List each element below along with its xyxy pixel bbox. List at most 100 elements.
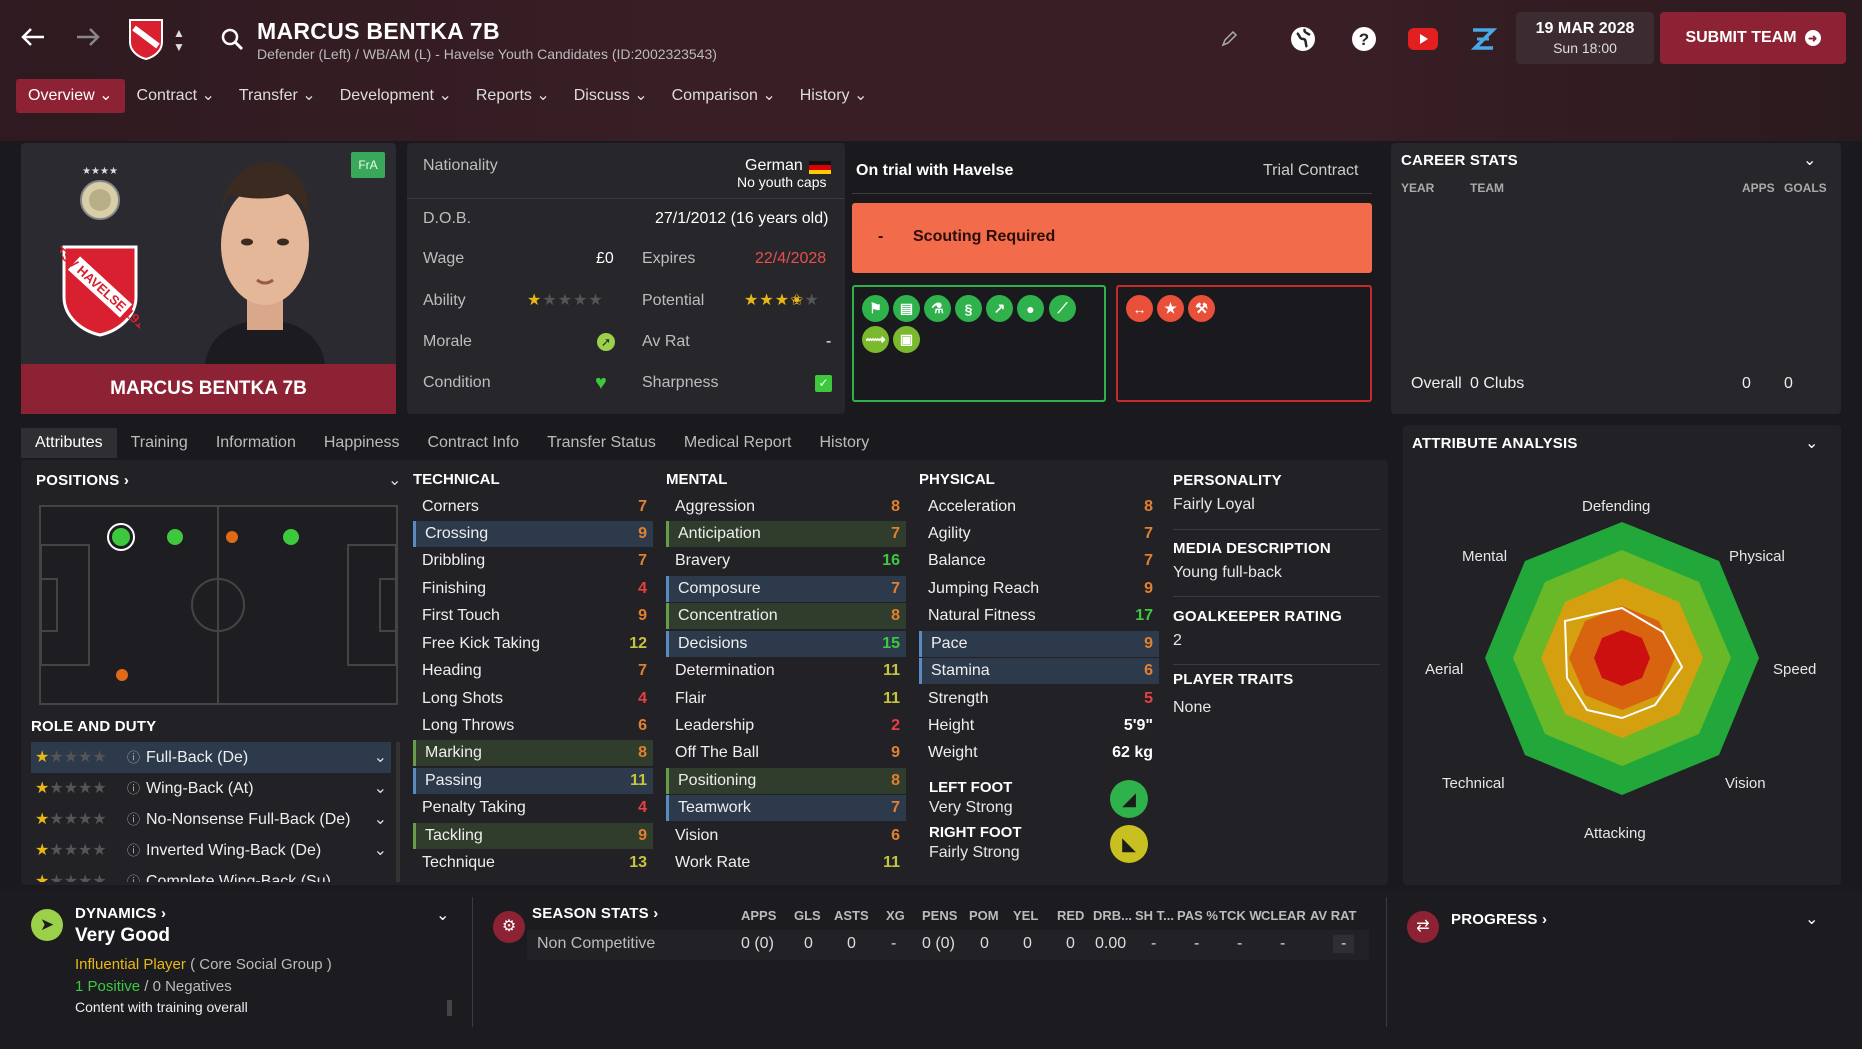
role-row[interactable]: ★★★★★ ⓘ No-Nonsense Full-Back (De) ⌄: [35, 811, 387, 828]
menu-reports[interactable]: Reports ⌄: [475, 87, 550, 104]
chevron-down-icon[interactable]: ⌄: [436, 907, 450, 924]
attr-row[interactable]: Flair 11: [675, 690, 900, 707]
attr-row[interactable]: Free Kick Taking 12: [422, 635, 647, 652]
role-row[interactable]: ★★★★★ ⓘ Inverted Wing-Back (De) ⌄: [35, 842, 387, 859]
attr-row[interactable]: Work Rate 11: [675, 854, 900, 871]
stat-header[interactable]: DRB...: [1093, 908, 1132, 923]
youtube-icon[interactable]: [1407, 26, 1439, 52]
attr-row[interactable]: Off The Ball 9: [675, 744, 900, 761]
attr-row[interactable]: Aggression 8: [675, 498, 900, 515]
growth-icon[interactable]: ↗: [986, 295, 1013, 322]
attr-row[interactable]: Finishing 4: [422, 580, 647, 597]
attr-row[interactable]: Marking 8: [413, 740, 653, 766]
attr-row[interactable]: Penalty Taking 4: [422, 799, 647, 816]
flask-icon[interactable]: ⚗: [924, 295, 951, 322]
stat-header[interactable]: APPS: [741, 908, 777, 923]
career-col-year[interactable]: YEAR: [1401, 181, 1435, 195]
stat-header[interactable]: PAS %: [1177, 908, 1218, 923]
stat-header[interactable]: XG: [886, 908, 905, 923]
tab-happiness[interactable]: Happiness: [323, 434, 400, 451]
tab-history[interactable]: History: [819, 434, 870, 451]
money-icon[interactable]: ▣: [893, 326, 920, 353]
menu-development[interactable]: Development ⌄: [339, 87, 452, 104]
attr-row[interactable]: First Touch 9: [422, 607, 647, 624]
progress-title[interactable]: PROGRESS ›: [1451, 911, 1548, 928]
attr-row[interactable]: Crossing 9: [413, 521, 653, 547]
scouting-required-banner[interactable]: - Scouting Required: [852, 203, 1372, 273]
tab-medical-report[interactable]: Medical Report: [683, 434, 792, 451]
stat-header[interactable]: GLS: [794, 908, 821, 923]
menu-discuss[interactable]: Discuss ⌄: [573, 87, 648, 104]
season-title[interactable]: SEASON STATS ›: [532, 905, 659, 922]
attr-row[interactable]: Decisions 15: [666, 631, 906, 657]
stat-header[interactable]: YEL: [1013, 908, 1039, 923]
pencil-icon[interactable]: [1218, 28, 1240, 50]
attr-row[interactable]: Agility 7: [928, 525, 1153, 542]
attr-row[interactable]: Positioning 8: [666, 768, 906, 794]
dna-icon[interactable]: §: [955, 295, 982, 322]
menu-history[interactable]: History ⌄: [799, 87, 868, 104]
chevron-down-icon[interactable]: ⌄: [388, 472, 402, 489]
attr-row[interactable]: Natural Fitness 17: [928, 607, 1153, 624]
attr-row[interactable]: Jumping Reach 9: [928, 580, 1153, 597]
attr-row[interactable]: Bravery 16: [675, 552, 900, 569]
back-arrow-icon[interactable]: [15, 22, 51, 58]
trait-icon[interactable]: ⟿: [862, 326, 889, 353]
tab-attributes[interactable]: Attributes: [21, 428, 117, 458]
attr-row[interactable]: Passing 11: [413, 768, 653, 794]
menu-contract[interactable]: Contract ⌄: [136, 87, 215, 104]
career-col-team[interactable]: TEAM: [1470, 181, 1504, 195]
attr-row[interactable]: Technique 13: [422, 854, 647, 871]
dynamics-scrollbar[interactable]: [447, 1000, 452, 1016]
attr-row[interactable]: Concentration 8: [666, 603, 906, 629]
stat-header[interactable]: PENS: [922, 908, 958, 923]
attr-row[interactable]: Teamwork 7: [666, 795, 906, 821]
attr-row[interactable]: Balance 7: [928, 552, 1153, 569]
attr-row[interactable]: Pace 9: [919, 631, 1159, 657]
menu-comparison[interactable]: Comparison ⌄: [671, 87, 776, 104]
trait-icon[interactable]: ⚑: [862, 295, 889, 322]
attr-row[interactable]: Corners 7: [422, 498, 647, 515]
tab-training[interactable]: Training: [130, 434, 188, 451]
attr-row[interactable]: Vision 6: [675, 827, 900, 844]
z-logo-icon[interactable]: [1468, 24, 1498, 54]
career-col-goals[interactable]: GOALS: [1784, 181, 1827, 195]
nationality-value[interactable]: German: [745, 157, 803, 174]
role-row[interactable]: ★★★★★ ⓘ Wing-Back (At) ⌄: [35, 780, 387, 797]
tool-icon[interactable]: ⚒: [1188, 295, 1215, 322]
attr-row[interactable]: Anticipation 7: [666, 521, 906, 547]
help-icon[interactable]: ?: [1349, 24, 1379, 54]
attr-row[interactable]: Stamina 6: [919, 658, 1159, 684]
attr-row[interactable]: Long Throws 6: [422, 717, 647, 734]
attr-row[interactable]: Strength 5: [928, 690, 1153, 707]
club-crest-icon[interactable]: [128, 18, 164, 61]
chevron-updown-icon[interactable]: ▲ ▼: [173, 26, 185, 54]
dynamics-title[interactable]: DYNAMICS ›: [75, 905, 167, 922]
tab-contract-info[interactable]: Contract Info: [427, 434, 520, 451]
globe-icon[interactable]: [1288, 24, 1318, 54]
menu-transfer[interactable]: Transfer ⌄: [238, 87, 316, 104]
positions-title[interactable]: POSITIONS ›: [36, 472, 130, 489]
tab-transfer-status[interactable]: Transfer Status: [547, 434, 656, 451]
menu-overview[interactable]: Overview ⌄: [16, 79, 125, 113]
dumbbell-icon[interactable]: ↔: [1126, 295, 1153, 322]
attr-row[interactable]: Long Shots 4: [422, 690, 647, 707]
stat-header[interactable]: RED: [1057, 908, 1085, 923]
attr-row[interactable]: Tackling 9: [413, 823, 653, 849]
chevron-down-icon[interactable]: ⌄: [1803, 152, 1817, 169]
season-row-bg[interactable]: [527, 930, 1369, 960]
forward-arrow-icon[interactable]: [70, 22, 106, 58]
attr-row[interactable]: Dribbling 7: [422, 552, 647, 569]
attr-row[interactable]: Acceleration 8: [928, 498, 1153, 515]
tab-information[interactable]: Information: [215, 434, 296, 451]
attr-row[interactable]: Determination 11: [675, 662, 900, 679]
attr-row[interactable]: Heading 7: [422, 662, 647, 679]
submit-team-button[interactable]: SUBMIT TEAM ➜: [1660, 12, 1846, 64]
stat-header[interactable]: SH T...: [1135, 908, 1175, 923]
stat-header[interactable]: TCK W: [1219, 908, 1262, 923]
search-icon[interactable]: [219, 26, 245, 52]
bandage-icon[interactable]: ⟋: [1049, 295, 1076, 322]
attr-row[interactable]: Composure 7: [666, 576, 906, 602]
career-col-apps[interactable]: APPS: [1742, 181, 1775, 195]
chevron-down-icon[interactable]: ⌄: [1805, 435, 1819, 452]
